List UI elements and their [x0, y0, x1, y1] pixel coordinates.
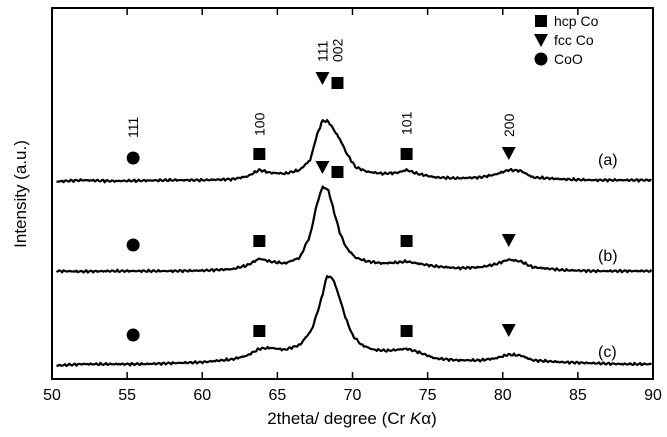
- series-line-1: [56, 119, 652, 184]
- peak-label: 200: [501, 113, 517, 137]
- coo-marker: [126, 151, 140, 165]
- hcp-co-marker: [331, 77, 344, 89]
- fcc-co-marker: [501, 234, 516, 247]
- series-label: (c): [598, 344, 617, 361]
- fcc-co-marker: [315, 72, 330, 85]
- hcp-co-marker: [253, 148, 266, 160]
- hcp-co-marker: [400, 325, 413, 337]
- series-label: (b): [598, 248, 618, 265]
- legend: hcp Co fcc Co CoO: [534, 13, 599, 67]
- hcp-co-marker: [253, 325, 266, 337]
- legend-marker-circle: [534, 52, 548, 66]
- peak-label: 100: [251, 112, 267, 136]
- x-tick-label: 85: [569, 387, 587, 404]
- legend-marker-square: [535, 15, 547, 27]
- hcp-co-marker: [400, 235, 413, 247]
- legend-marker-triangle: [534, 34, 548, 47]
- fcc-co-marker: [315, 161, 330, 174]
- hcp-co-marker: [253, 235, 266, 247]
- coo-marker: [126, 238, 140, 252]
- x-axis-label-suffix: α): [421, 409, 437, 428]
- x-axis-label: 2theta/ degree (Cr Kα): [267, 409, 437, 428]
- trace-labels: (a) (b) (c): [598, 152, 618, 361]
- peak-label: 101: [399, 111, 415, 135]
- phase-markers: [126, 72, 516, 342]
- x-tick-label: 65: [268, 387, 286, 404]
- fcc-co-marker: [501, 147, 516, 160]
- series-label: (a): [598, 152, 618, 169]
- y-axis-label: Intensity (a.u.): [11, 140, 30, 248]
- hcp-co-marker: [331, 166, 344, 178]
- peak-label: 111: [314, 41, 330, 62]
- x-tick-label: 50: [43, 387, 61, 404]
- x-tick-label: 70: [344, 387, 362, 404]
- x-tick-label: 75: [419, 387, 437, 404]
- x-tick-label: 90: [644, 387, 662, 404]
- legend-entry: fcc Co: [554, 32, 594, 48]
- x-axis-label-symbol: K: [410, 409, 422, 428]
- hcp-co-marker: [400, 148, 413, 160]
- traces: [55, 119, 653, 368]
- coo-marker: [126, 328, 140, 342]
- series-line-2: [55, 185, 653, 274]
- fcc-co-marker: [501, 324, 516, 337]
- x-axis-ticks: 50 55 60 65 70 75 80 85 90: [43, 8, 662, 404]
- legend-entry: CoO: [554, 51, 583, 67]
- series-line-3: [56, 275, 653, 368]
- peak-label: 002: [329, 38, 345, 62]
- x-tick-label: 55: [118, 387, 136, 404]
- x-tick-label: 80: [494, 387, 512, 404]
- legend-entry: hcp Co: [554, 13, 599, 29]
- peak-label: 111: [125, 117, 141, 138]
- x-tick-label: 60: [193, 387, 211, 404]
